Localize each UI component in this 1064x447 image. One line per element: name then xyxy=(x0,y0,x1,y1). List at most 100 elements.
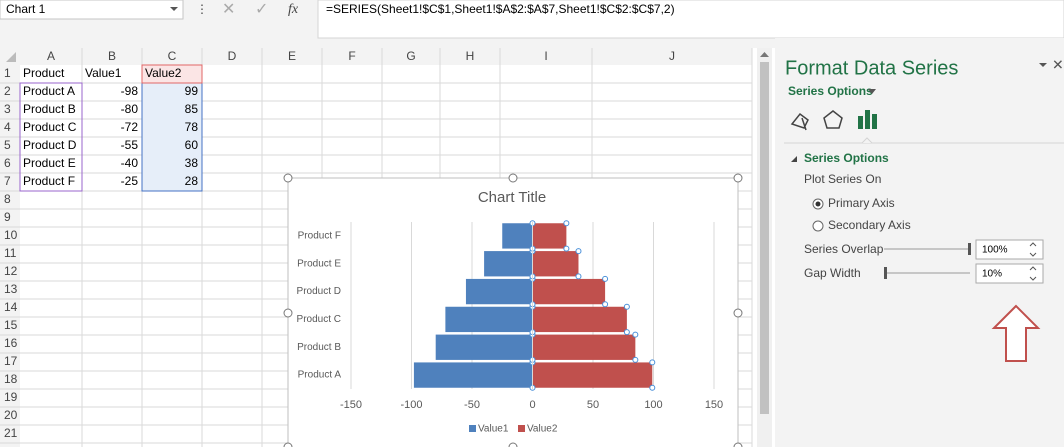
cell[interactable]: -55 xyxy=(121,138,139,152)
chart-handle[interactable] xyxy=(508,173,518,183)
column-header[interactable]: J xyxy=(669,49,675,63)
overlap-thumb[interactable] xyxy=(968,243,971,255)
row-header[interactable]: 11 xyxy=(4,246,17,260)
cell[interactable]: Value1 xyxy=(85,66,122,80)
row-header[interactable]: 12 xyxy=(4,264,18,278)
cell[interactable]: Product D xyxy=(23,138,77,152)
bar[interactable] xyxy=(502,223,533,249)
cell[interactable]: Product B xyxy=(23,102,76,116)
cell[interactable]: Product F xyxy=(23,174,75,188)
menu-arrow[interactable] xyxy=(868,89,876,94)
cell[interactable]: Product A xyxy=(23,84,75,98)
chart-handle[interactable] xyxy=(283,308,293,318)
cell[interactable]: 60 xyxy=(185,138,199,152)
row-header[interactable]: 10 xyxy=(4,228,18,242)
cell[interactable]: 28 xyxy=(185,174,199,188)
column-header[interactable]: I xyxy=(544,49,547,63)
name-box-dropdown[interactable] xyxy=(170,7,178,11)
effects-icon[interactable] xyxy=(823,110,843,129)
cell[interactable]: 78 xyxy=(185,120,199,134)
bar[interactable] xyxy=(445,306,533,333)
row-header[interactable]: 18 xyxy=(4,372,18,386)
cell[interactable]: -80 xyxy=(121,102,139,116)
column-header[interactable]: A xyxy=(47,49,55,63)
bar[interactable] xyxy=(413,362,533,388)
overlap-input[interactable] xyxy=(975,239,1044,260)
row-header[interactable]: 13 xyxy=(4,282,18,296)
chart-handle[interactable] xyxy=(283,173,293,183)
section-title[interactable]: Series Options xyxy=(804,151,889,165)
chart-handle[interactable] xyxy=(283,442,293,447)
option-secondary[interactable]: Secondary Axis xyxy=(828,218,911,232)
cell[interactable]: 85 xyxy=(185,102,199,116)
radio-secondary[interactable] xyxy=(812,220,824,232)
row-header[interactable]: 7 xyxy=(4,174,11,188)
column-header[interactable]: C xyxy=(168,49,177,63)
row-header[interactable]: 14 xyxy=(4,300,18,314)
series-options-icon[interactable] xyxy=(858,110,877,129)
scrollbar-thumb[interactable] xyxy=(760,62,769,414)
chart-handle[interactable] xyxy=(508,442,518,447)
bar[interactable] xyxy=(465,278,533,305)
gap-thumb[interactable] xyxy=(884,267,887,279)
cell[interactable]: -40 xyxy=(121,156,139,170)
cell[interactable]: 38 xyxy=(185,156,199,170)
row-header[interactable]: 2 xyxy=(4,84,11,98)
row-header[interactable]: 4 xyxy=(4,120,11,134)
row-header[interactable]: 1 xyxy=(4,66,11,80)
bar[interactable] xyxy=(532,251,579,277)
bar[interactable] xyxy=(532,306,627,333)
bar[interactable] xyxy=(532,362,653,388)
row-header[interactable]: 5 xyxy=(4,138,11,152)
row-header[interactable]: 15 xyxy=(4,318,18,332)
panel-close[interactable]: ✕ xyxy=(1052,57,1064,73)
bar[interactable] xyxy=(532,334,636,360)
bar[interactable] xyxy=(484,251,533,277)
panel-menu-label[interactable]: Series Options xyxy=(788,84,873,98)
fx-icon[interactable]: fx xyxy=(288,2,299,17)
scroll-up[interactable] xyxy=(760,52,769,57)
name-box[interactable] xyxy=(0,0,184,20)
column-header[interactable]: E xyxy=(288,49,296,63)
section-collapse[interactable] xyxy=(791,156,797,162)
row-header[interactable]: 17 xyxy=(4,354,18,368)
enter-icon[interactable]: ✓ xyxy=(255,1,268,18)
chart-title: Chart Title xyxy=(478,189,546,206)
column-header[interactable]: D xyxy=(228,49,237,63)
fill-line-icon[interactable] xyxy=(790,112,809,131)
row-header[interactable]: 20 xyxy=(4,408,18,422)
bar[interactable] xyxy=(435,334,533,360)
row-header[interactable]: 16 xyxy=(4,336,18,350)
x-tick-label: -50 xyxy=(464,399,480,411)
row-header[interactable]: 8 xyxy=(4,192,11,206)
panel-menu[interactable] xyxy=(1039,63,1047,67)
bar[interactable] xyxy=(532,223,567,249)
column-header[interactable]: H xyxy=(466,49,475,63)
formula-bar[interactable] xyxy=(317,0,1064,39)
row-header[interactable]: 21 xyxy=(4,426,18,440)
column-header[interactable]: F xyxy=(348,49,355,63)
column-header[interactable]: G xyxy=(406,49,415,63)
select-all[interactable] xyxy=(6,52,16,62)
cell[interactable]: -98 xyxy=(121,84,139,98)
cell[interactable]: -25 xyxy=(121,174,139,188)
cell[interactable]: Product C xyxy=(23,120,77,134)
cell[interactable]: Product E xyxy=(23,156,76,170)
bar[interactable] xyxy=(532,278,606,305)
chart-handle[interactable] xyxy=(733,173,743,183)
chart-handle[interactable] xyxy=(733,442,743,447)
cell[interactable]: Value2 xyxy=(145,66,182,80)
column-header[interactable]: B xyxy=(108,49,116,63)
chart-handle[interactable] xyxy=(733,308,743,318)
cancel-icon[interactable]: ✕ xyxy=(222,1,235,18)
row-header[interactable]: 19 xyxy=(4,390,18,404)
option-primary[interactable]: Primary Axis xyxy=(828,196,895,210)
cell[interactable]: -72 xyxy=(121,120,139,134)
gap-input[interactable] xyxy=(975,263,1044,284)
row-header[interactable]: 6 xyxy=(4,156,11,170)
cell[interactable]: 99 xyxy=(185,84,199,98)
row-header[interactable]: 9 xyxy=(4,210,11,224)
row-header[interactable]: 3 xyxy=(4,102,11,116)
cell[interactable]: Product xyxy=(23,66,65,80)
spin-buttons[interactable] xyxy=(1029,242,1037,281)
